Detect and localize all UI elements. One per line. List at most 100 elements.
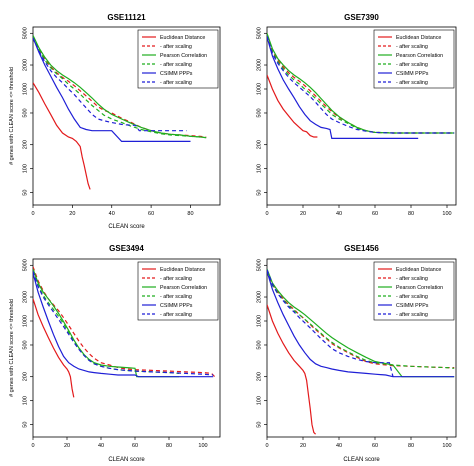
y-tick-label: 5000 <box>256 259 262 271</box>
series-line-4 <box>33 35 207 139</box>
y-tick-label: 50 <box>256 422 262 428</box>
series-line-5 <box>33 37 191 142</box>
y-tick-label: 1000 <box>22 315 28 327</box>
y-tick-label: 200 <box>22 140 28 149</box>
y-tick-label: 200 <box>256 372 262 381</box>
legend-label: Pearson Correlation <box>160 53 207 59</box>
chart-title: GSE1456 <box>344 244 379 253</box>
chart-panel-4: GSE1456 0 20 40 60 80 100 5000 2000 1000 500 200 100… <box>256 244 457 463</box>
plot-frame <box>32 26 221 206</box>
y-tick-label: 2000 <box>256 291 262 303</box>
legend-label: - after scaling <box>160 276 192 282</box>
legend-label: - after scaling <box>396 294 428 300</box>
plot-frame <box>266 26 457 206</box>
x-tick-label: 100 <box>198 443 207 449</box>
series-line-1 <box>267 304 317 435</box>
legend-label: Euclidean Distance <box>160 35 205 41</box>
series-line-1 <box>267 74 318 138</box>
x-axis-label: CLEAN score <box>343 457 380 463</box>
y-tick-label: 200 <box>256 140 262 149</box>
legend-label: CSIMM PPPs <box>160 303 193 309</box>
y-tick-label: 2000 <box>256 59 262 71</box>
legend-label: CSIMM PPPs <box>160 71 193 77</box>
y-axis-label: # genes with CLEAN score <= threshold <box>9 299 15 397</box>
chart-panel-3: GSE3494 0 20 40 60 80 100 5000 2000 1000 500 200 100… <box>9 244 221 463</box>
series-line-1 <box>33 298 75 398</box>
y-tick-label: 1000 <box>256 83 262 95</box>
series-line-5 <box>267 36 419 139</box>
legend-box <box>137 261 219 321</box>
legend-label: - after scaling <box>160 294 192 300</box>
y-tick-label: 2000 <box>22 59 28 71</box>
x-tick-label: 80 <box>166 443 172 449</box>
series-line-3 <box>33 35 207 139</box>
legend-label: - after scaling <box>160 62 192 68</box>
legend-label: - after scaling <box>396 44 428 50</box>
x-tick-label: 60 <box>372 211 378 217</box>
series-group <box>267 33 455 139</box>
series-group <box>267 268 455 435</box>
x-tick-label: 60 <box>132 443 138 449</box>
chart-panel-1: GSE11121 0 20 40 60 80 5000 2000 1000 500 200 100 50… <box>9 13 221 230</box>
legend-label: Euclidean Distance <box>160 267 205 273</box>
legend-box <box>137 29 219 89</box>
plot-frame <box>32 258 221 438</box>
chart-title: GSE7390 <box>344 13 379 22</box>
x-tick-label: 40 <box>336 211 342 217</box>
legend: Euclidean Distance - after scaling Pearson… <box>137 261 219 321</box>
series-line-4 <box>267 270 455 369</box>
x-tick-label: 0 <box>31 211 34 217</box>
y-tick-label: 100 <box>22 164 28 173</box>
legend-label: - after scaling <box>160 44 192 50</box>
y-tick-label: 50 <box>22 190 28 196</box>
y-tick-label: 5000 <box>22 27 28 39</box>
series-line-6 <box>267 36 455 134</box>
x-axis-label: CLEAN score <box>108 224 145 230</box>
legend-label: CSIMM PPPs <box>396 303 429 309</box>
x-tick-label: 0 <box>31 443 34 449</box>
x-tick-label: 100 <box>442 443 451 449</box>
legend-label: Pearson Correlation <box>396 53 443 59</box>
y-tick-label: 500 <box>256 108 262 117</box>
x-tick-label: 100 <box>442 211 451 217</box>
y-tick-label: 500 <box>256 340 262 349</box>
chart-title: GSE3494 <box>109 244 144 253</box>
x-axis-label: CLEAN score <box>108 457 145 463</box>
series-group <box>33 35 207 190</box>
plot-frame <box>266 258 457 438</box>
x-tick-label: 20 <box>64 443 70 449</box>
x-tick-label: 0 <box>265 211 268 217</box>
y-tick-label: 50 <box>256 190 262 196</box>
x-tick-label: 80 <box>408 443 414 449</box>
legend-label: - after scaling <box>396 62 428 68</box>
legend-label: CSIMM PPPs <box>396 71 429 77</box>
chart-panel-2: GSE7390 0 20 40 60 80 100 5000 2000 1000 500 200 100… <box>256 13 457 217</box>
series-line-5 <box>33 272 214 378</box>
chart-title: GSE11121 <box>107 13 146 22</box>
series-group <box>33 266 218 398</box>
x-tick-label: 40 <box>109 211 115 217</box>
y-tick-label: 200 <box>22 372 28 381</box>
series-line-6 <box>267 269 394 377</box>
legend-label: - after scaling <box>396 80 428 86</box>
y-tick-label: 5000 <box>22 259 28 271</box>
y-tick-label: 500 <box>22 340 28 349</box>
legend-label: - after scaling <box>160 312 192 318</box>
legend-label: Pearson Correlation <box>396 285 443 291</box>
y-tick-label: 5000 <box>256 27 262 39</box>
legend-label: Pearson Correlation <box>160 285 207 291</box>
legend-label: Euclidean Distance <box>396 35 441 41</box>
x-tick-label: 40 <box>336 443 342 449</box>
x-tick-label: 60 <box>148 211 154 217</box>
y-tick-label: 500 <box>22 108 28 117</box>
series-line-6 <box>33 271 214 376</box>
legend-label: Euclidean Distance <box>396 267 441 273</box>
series-line-3 <box>33 268 180 378</box>
legend-box <box>373 261 455 321</box>
legend-box <box>373 29 455 89</box>
legend: Euclidean Distance - after scaling Pearson… <box>373 29 455 89</box>
legend-label: - after scaling <box>160 80 192 86</box>
series-line-6 <box>33 38 187 132</box>
series-line-1 <box>33 82 91 190</box>
